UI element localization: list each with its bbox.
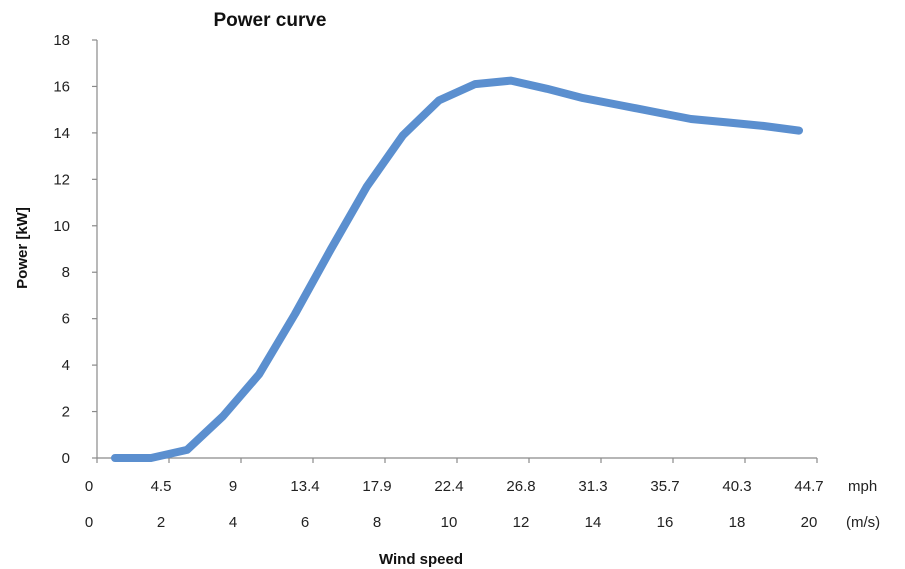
x-tick-label-ms: 2 <box>157 514 165 531</box>
x-tick-label-ms: 16 <box>657 514 674 531</box>
y-tick-label: 2 <box>62 404 70 421</box>
series-line <box>111 76 803 462</box>
x-tick-label-mph: 4.5 <box>151 478 172 495</box>
x-tick-label-ms: 8 <box>373 514 381 531</box>
x-tick-label-mph: 26.8 <box>506 478 535 495</box>
x-tick-label-ms: 6 <box>301 514 309 531</box>
x-tick-label-mph: 35.7 <box>650 478 679 495</box>
x-tick-label-mph: 31.3 <box>578 478 607 495</box>
x-tick-label-mph: 17.9 <box>362 478 391 495</box>
x-tick-label-mph: 0 <box>85 478 93 495</box>
x-tick-label-ms: 0 <box>85 514 93 531</box>
y-tick-label: 12 <box>53 171 70 188</box>
x-tick-label-ms: 18 <box>729 514 746 531</box>
x-tick-label-ms: 12 <box>513 514 530 531</box>
x-tick-label-mph: 13.4 <box>290 478 319 495</box>
x-tick-label-ms: 14 <box>585 514 602 531</box>
y-tick-label: 6 <box>62 311 70 328</box>
y-tick-label: 8 <box>62 264 70 281</box>
x-tick-label-mph: 44.7 <box>794 478 823 495</box>
plot-area <box>111 76 803 462</box>
y-tick-label: 0 <box>62 450 70 467</box>
y-tick-label: 4 <box>62 357 70 374</box>
x-unit-mph: mph <box>848 478 877 495</box>
tick-labels: 024681012141618004.529413.4617.9822.4102… <box>53 32 823 531</box>
x-tick-label-ms: 20 <box>801 514 818 531</box>
x-axis-title: Wind speed <box>379 551 463 568</box>
x-tick-label-mph: 22.4 <box>434 478 463 495</box>
chart-title: Power curve <box>214 10 327 31</box>
axes <box>92 39 818 463</box>
y-tick-label: 10 <box>53 218 70 235</box>
y-tick-label: 18 <box>53 32 70 49</box>
y-tick-label: 16 <box>53 78 70 95</box>
x-tick-label-ms: 10 <box>441 514 458 531</box>
x-tick-label-mph: 9 <box>229 478 237 495</box>
x-unit-ms: (m/s) <box>846 514 880 531</box>
y-axis-title: Power [kW] <box>14 207 31 289</box>
y-tick-label: 14 <box>53 125 70 142</box>
x-tick-label-mph: 40.3 <box>722 478 751 495</box>
x-tick-label-ms: 4 <box>229 514 237 531</box>
